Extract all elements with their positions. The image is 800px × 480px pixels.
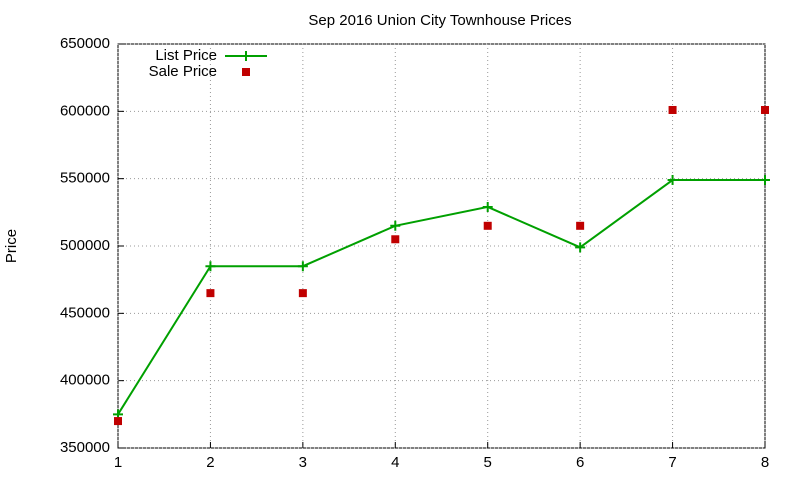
x-tick-label: 3 (299, 454, 307, 471)
data-point (206, 289, 215, 298)
data-point (760, 175, 770, 186)
data-point (297, 261, 308, 272)
x-tick-label: 2 (206, 454, 214, 471)
data-point (761, 105, 769, 114)
data-line (117, 179, 765, 415)
plot-frame (117, 43, 766, 449)
data-point (668, 105, 677, 114)
legend-label: List Price (155, 47, 217, 64)
x-tick-label: 7 (668, 454, 676, 471)
data-point (114, 417, 122, 426)
x-tick-label: 8 (761, 454, 769, 471)
x-tick-label: 1 (114, 454, 122, 471)
legend-label: Sale Price (149, 63, 217, 80)
y-tick-label: 600000 (60, 102, 110, 119)
legend-swatch (241, 51, 251, 61)
y-tick-label: 450000 (60, 304, 110, 321)
data-point (667, 175, 678, 186)
chart-title: Sep 2016 Union City Townhouse Prices (308, 12, 571, 29)
y-tick-label: 650000 (60, 35, 110, 52)
x-tick-label: 6 (576, 454, 584, 471)
data-point (482, 201, 493, 212)
x-tick-label: 4 (391, 454, 399, 471)
y-tick-label: 500000 (60, 237, 110, 254)
y-axis-label: Price (3, 229, 20, 263)
data-point (575, 242, 586, 253)
y-tick-label: 350000 (60, 439, 110, 456)
data-point (390, 220, 401, 231)
data-point (298, 289, 307, 298)
y-tick-label: 550000 (60, 170, 110, 187)
data-point (483, 221, 492, 230)
data-point (576, 221, 585, 230)
data-point (205, 261, 216, 272)
y-tick-label: 400000 (60, 372, 110, 389)
legend-swatch (242, 68, 250, 76)
x-tick-label: 5 (484, 454, 492, 471)
data-point (391, 235, 400, 244)
